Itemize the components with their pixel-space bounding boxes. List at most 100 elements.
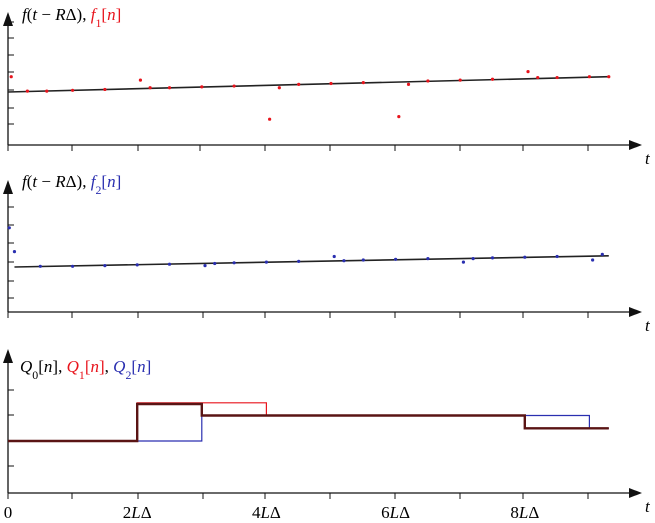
sample-point [138, 78, 143, 82]
panel-title-part: f [22, 5, 29, 24]
y-axis-arrow [3, 12, 13, 26]
sample-point [471, 257, 475, 261]
sample-point [135, 263, 139, 267]
sample-point [329, 81, 333, 86]
panel-title-part: f [91, 5, 98, 24]
x-tick-label: 6LΔ [381, 503, 410, 522]
sample-point [587, 75, 592, 79]
sample-point [426, 257, 430, 261]
sample-point [490, 256, 495, 260]
series-Q2-line [8, 414, 609, 442]
panel-title-part: [ [85, 357, 91, 376]
series-Q1-line [8, 402, 609, 442]
sample-point [203, 264, 207, 268]
sample-point [45, 89, 49, 93]
sample-point [297, 82, 301, 86]
panel-title-part: [ [38, 357, 44, 376]
panel-title-part: ] [146, 357, 152, 376]
sample-point [277, 86, 281, 90]
panel-title-part: 1 [79, 368, 85, 382]
panel-title-part: n [90, 357, 99, 376]
sample-point [394, 257, 398, 261]
sample-point [523, 255, 527, 259]
sample-point [213, 261, 217, 266]
sample-point [342, 259, 346, 263]
sample-point [536, 75, 540, 80]
y-axis-arrow [3, 349, 13, 363]
x-axis-label: t [645, 316, 651, 335]
x-tick-label: 2LΔ [123, 503, 152, 522]
panel-title-part: 2 [95, 183, 101, 197]
panel-title-part: , [105, 357, 114, 376]
x-tick-label: 8LΔ [510, 503, 539, 522]
x-tick-label-part: Δ [141, 503, 152, 522]
sample-point [490, 77, 495, 81]
sample-point [591, 258, 595, 262]
panel-title-part: t [32, 172, 38, 191]
sample-point [555, 254, 559, 259]
panel-title-part: − [37, 5, 55, 24]
sample-point [600, 252, 604, 256]
x-axis-arrow [629, 488, 642, 498]
sample-point [458, 78, 462, 82]
panel-title-part: ] [99, 357, 105, 376]
sample-point [264, 260, 268, 264]
sample-point [12, 250, 17, 254]
panel-title-part: t [32, 5, 38, 24]
x-tick-label-part: Δ [399, 503, 410, 522]
x-tick-label-part: L [130, 503, 140, 522]
panel-title-part: R [54, 5, 66, 24]
panel-title-part: R [54, 172, 66, 191]
sample-point [9, 75, 13, 79]
sample-point [232, 84, 236, 88]
panel-title-part: − [37, 172, 55, 191]
panel-title: f(t − RΔ), f2[n] [22, 172, 121, 197]
sample-point [397, 115, 401, 119]
sample-point [71, 264, 75, 268]
sample-point [607, 75, 611, 79]
x-tick-label-part: 4 [252, 503, 261, 522]
sample-point [7, 226, 11, 230]
sample-point [268, 117, 272, 121]
series-Q0-line [8, 402, 609, 443]
sample-point [361, 258, 365, 262]
panel-title-part: f [91, 172, 98, 191]
panel-title-part: ] [116, 5, 122, 24]
sample-point [461, 260, 466, 264]
sample-point [38, 264, 42, 268]
x-tick-label: 0 [4, 503, 13, 522]
panel-title-part: ( [27, 5, 33, 24]
sample-point [332, 254, 336, 259]
sample-point [426, 79, 430, 83]
panel-title-part: [ [101, 5, 107, 24]
panel-middle: tf(t − RΔ), f2[n] [7, 172, 651, 335]
sample-point [406, 82, 411, 86]
sample-point [103, 264, 107, 268]
sample-point [25, 89, 29, 93]
sample-point [148, 86, 152, 90]
x-axis-label: t [645, 497, 651, 516]
panel-title: Q0[n], Q1[n], Q2[n] [20, 357, 151, 382]
panel-title-part: f [22, 172, 29, 191]
panel-title-part: [ [131, 357, 137, 376]
x-axis-arrow [629, 307, 642, 317]
panel-bottom: tQ0[n], Q1[n], Q2[n]0 2LΔ 4LΔ 6LΔ 8LΔ [4, 357, 651, 522]
sample-point [167, 86, 172, 90]
panel-title-part: 1 [95, 16, 101, 30]
panel-title-part: Q [67, 357, 79, 376]
panel-title-part: [ [101, 172, 107, 191]
y-axis-arrow [3, 180, 13, 194]
panel-title-part: Δ), [66, 172, 91, 191]
reference-line [14, 255, 609, 268]
sample-point [200, 85, 204, 89]
reference-line [7, 75, 609, 93]
x-tick-label-part: 6 [381, 503, 390, 522]
sample-point [103, 87, 107, 92]
sample-point [232, 261, 236, 265]
x-tick-label-part: L [389, 503, 399, 522]
sample-point [167, 262, 172, 266]
sample-point [361, 81, 365, 85]
sample-point [555, 75, 559, 80]
x-tick-label-part: 0 [4, 503, 13, 522]
